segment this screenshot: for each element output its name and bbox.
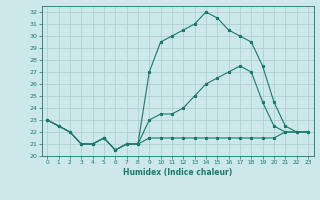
X-axis label: Humidex (Indice chaleur): Humidex (Indice chaleur) — [123, 168, 232, 177]
